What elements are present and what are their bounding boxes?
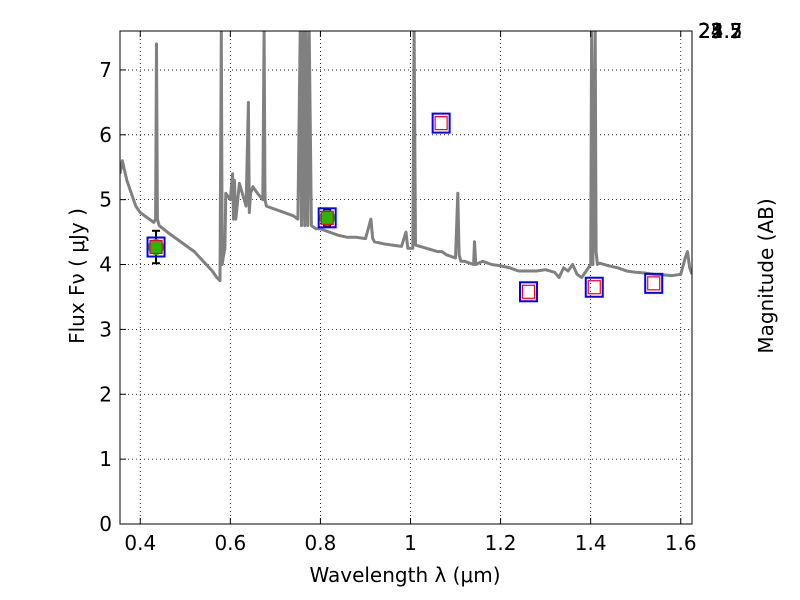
model-box-inner	[587, 280, 601, 295]
mag-tick-label: 24	[698, 19, 723, 43]
plot-area	[120, 31, 692, 303]
model-box-outer	[146, 236, 166, 258]
y-tick-label: 0	[99, 512, 112, 536]
mag-tick-label: 23	[698, 19, 723, 43]
observed-point	[148, 239, 165, 256]
model-box-inner	[521, 284, 536, 299]
model-spectrum-line	[120, 31, 692, 283]
y-tick-labels: 0 1 2 3 4 5 6 7	[99, 58, 112, 536]
plot-frame	[119, 30, 693, 525]
x-tick-label: 1.6	[665, 531, 697, 555]
grid-lines	[120, 31, 692, 525]
x-tick-label: 0.6	[214, 531, 246, 555]
mag-tick-label: 21.7	[698, 19, 743, 43]
x-tick-label: 0.8	[305, 531, 337, 555]
x-tick-labels: 0.4 0.6 0.8 1 1.2 1.4 1.6	[124, 531, 696, 555]
x-tick-label: 1.2	[485, 531, 517, 555]
y-tick-label: 3	[99, 317, 112, 341]
y-tick-label: 4	[99, 253, 112, 277]
y-tick-label: 7	[99, 58, 112, 82]
y-tick-label: 6	[99, 123, 112, 147]
model-box-outer	[317, 207, 337, 229]
x-axis-title: Wavelength λ (μm)	[309, 563, 500, 587]
x-tick-label: 1	[404, 531, 417, 555]
model-box-outer	[519, 281, 539, 303]
mag-tick-label: 22	[698, 19, 723, 43]
y2-axis-title: Magnitude (AB)	[754, 198, 778, 353]
model-box-inner	[320, 210, 334, 225]
x-tick-label: 0.4	[124, 531, 156, 555]
y-tick-label: 2	[99, 382, 112, 406]
observed-point	[319, 209, 336, 226]
model-box-outer	[644, 272, 664, 294]
mag-tick-label: 23.5	[698, 19, 743, 43]
x-tick-label: 1.4	[575, 531, 607, 555]
axis-ticks	[120, 30, 692, 525]
model-box-inner	[647, 276, 661, 291]
mag-tick-label: 22.5	[698, 19, 743, 43]
model-box-inner	[149, 239, 163, 255]
y-tick-label: 1	[99, 447, 112, 471]
model-box-outer	[584, 276, 604, 298]
model-box-inner	[434, 116, 448, 131]
mag-tick-label: 25	[698, 19, 723, 43]
y-tick-label: 5	[99, 188, 112, 212]
model-box-outer	[431, 112, 451, 134]
y-axis-title: Flux Fν ( μJy )	[65, 208, 89, 344]
mag-tick-label: 22.2	[698, 19, 743, 43]
model-photometry-boxes	[146, 112, 664, 303]
